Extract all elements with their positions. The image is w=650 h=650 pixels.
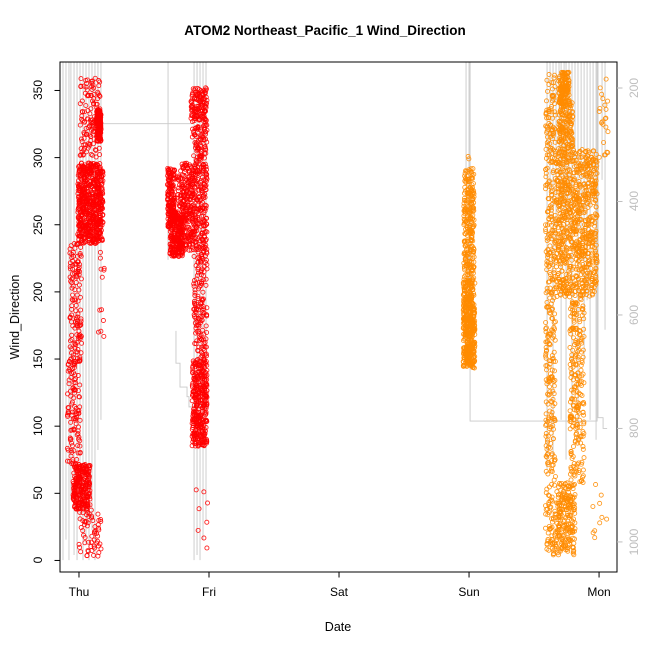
y-tick-label: 200 <box>31 281 45 302</box>
y2-tick-label: 1000 <box>627 528 641 556</box>
y-tick-label: 100 <box>31 416 45 437</box>
y-tick-label: 250 <box>31 214 45 235</box>
y-tick-label: 0 <box>31 557 45 564</box>
x-tick-label: Mon <box>587 585 611 599</box>
y-axis-label: Wind_Direction <box>8 274 22 360</box>
y-tick-label: 300 <box>31 147 45 168</box>
x-tick-label: Sun <box>458 585 480 599</box>
y2-tick-label: 800 <box>627 418 641 439</box>
x-tick-label: Thu <box>68 585 90 599</box>
y-tick-label: 350 <box>31 80 45 101</box>
y2-tick-label: 600 <box>627 304 641 325</box>
y2-tick-label: 400 <box>627 191 641 212</box>
chart-title: ATOM2 Northeast_Pacific_1 Wind_Direction <box>184 23 466 38</box>
y-tick-label: 50 <box>31 486 45 500</box>
y2-tick-label: 200 <box>627 77 641 98</box>
x-axis-label: Date <box>324 620 352 634</box>
y-tick-label: 150 <box>31 349 45 370</box>
x-tick-label: Fri <box>202 585 216 599</box>
x-tick-label: Sat <box>330 585 349 599</box>
